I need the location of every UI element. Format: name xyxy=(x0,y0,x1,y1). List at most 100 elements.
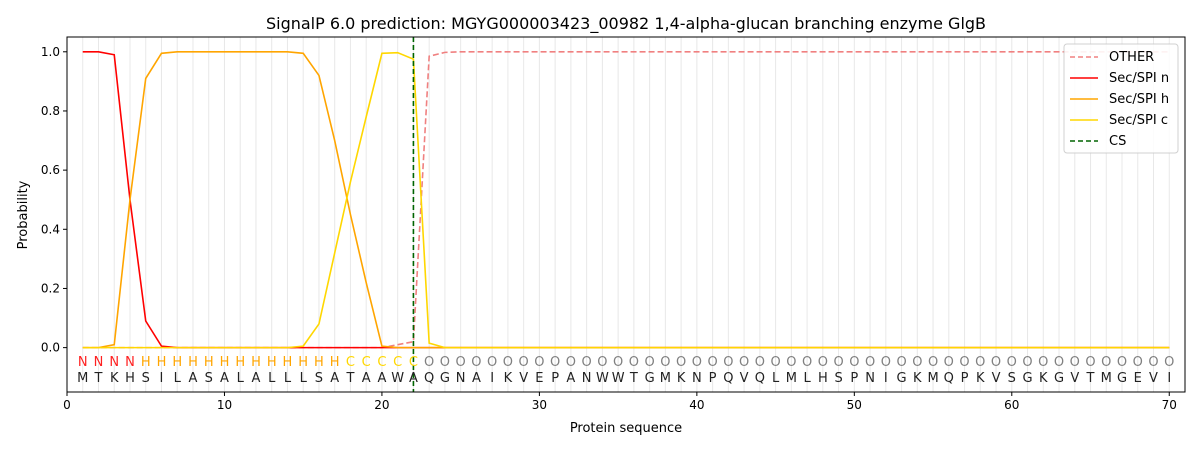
region-label: O xyxy=(1101,355,1111,370)
region-label: O xyxy=(519,355,529,370)
region-label: N xyxy=(109,355,119,370)
residue-label: G xyxy=(897,371,907,386)
region-label: O xyxy=(786,355,796,370)
residue-label: V xyxy=(1149,371,1158,386)
region-label: O xyxy=(723,355,733,370)
region-label: C xyxy=(409,355,418,370)
y-tick-label: 0.2 xyxy=(41,281,60,295)
series-line-other xyxy=(82,50,1170,349)
residue-label: S xyxy=(142,371,150,386)
residue-label: M xyxy=(927,371,938,386)
region-label: O xyxy=(582,355,592,370)
residue-label: S xyxy=(315,371,323,386)
region-label: O xyxy=(1117,355,1127,370)
region-label: O xyxy=(1022,355,1032,370)
residue-label: G xyxy=(1054,371,1064,386)
x-tick-label: 10 xyxy=(217,398,232,412)
residue-label: K xyxy=(976,371,985,386)
residue-label: K xyxy=(677,371,686,386)
series-line-sec-spi-h xyxy=(82,50,1170,349)
x-tick-label: 0 xyxy=(63,398,71,412)
legend-label: Sec/SPI c xyxy=(1109,113,1168,128)
plot-frame xyxy=(66,36,1186,393)
residue-label: A xyxy=(566,371,575,386)
region-label: O xyxy=(818,355,828,370)
residue-label: T xyxy=(345,371,354,386)
residue-label: A xyxy=(377,371,386,386)
residue-label: L xyxy=(803,371,811,386)
x-tick-label: 40 xyxy=(689,398,704,412)
region-label: O xyxy=(1070,355,1080,370)
residue-label: H xyxy=(125,371,135,386)
residue-label: L xyxy=(268,371,276,386)
x-tick-label: 70 xyxy=(1162,398,1177,412)
residue-label: V xyxy=(519,371,528,386)
residue-label: L xyxy=(237,371,245,386)
region-label: O xyxy=(613,355,623,370)
residue-label: S xyxy=(1008,371,1016,386)
residue-label: G xyxy=(440,371,450,386)
y-tick-label: 0.6 xyxy=(41,163,60,177)
residue-label: N xyxy=(865,371,875,386)
region-label: O xyxy=(975,355,985,370)
residue-label: V xyxy=(1070,371,1079,386)
legend-label: CS xyxy=(1109,134,1126,149)
residue-label: Q xyxy=(944,371,954,386)
region-label: O xyxy=(959,355,969,370)
region-label: O xyxy=(424,355,434,370)
region-label: O xyxy=(991,355,1001,370)
region-label: H xyxy=(172,355,182,370)
region-label: O xyxy=(928,355,938,370)
region-label: O xyxy=(755,355,765,370)
residue-label: V xyxy=(740,371,749,386)
region-label: H xyxy=(330,355,340,370)
region-label: O xyxy=(865,355,875,370)
y-axis-label: Probability xyxy=(16,180,31,249)
series-line-sec-spi-c xyxy=(82,51,1170,349)
region-label: O xyxy=(487,355,497,370)
region-label: O xyxy=(629,355,639,370)
region-label: O xyxy=(802,355,812,370)
region-label: O xyxy=(849,355,859,370)
residue-label: K xyxy=(913,371,922,386)
x-tick-label: 60 xyxy=(1004,398,1019,412)
region-label: O xyxy=(566,355,576,370)
region-label: H xyxy=(298,355,308,370)
region-label: O xyxy=(707,355,717,370)
y-tick-label: 1.0 xyxy=(41,45,60,59)
residue-label: K xyxy=(504,371,513,386)
region-label: O xyxy=(833,355,843,370)
region-label: C xyxy=(377,355,386,370)
residue-label: Q xyxy=(723,371,733,386)
region-label: O xyxy=(456,355,466,370)
region-label: C xyxy=(362,355,371,370)
series-line-sec-spi-n xyxy=(82,50,1170,349)
residue-label: S xyxy=(205,371,213,386)
residue-label: L xyxy=(284,371,292,386)
region-label: O xyxy=(770,355,780,370)
region-label: O xyxy=(896,355,906,370)
residue-label: G xyxy=(1117,371,1127,386)
region-label: N xyxy=(78,355,88,370)
residue-label: A xyxy=(362,371,371,386)
region-label: O xyxy=(1038,355,1048,370)
legend-label: Sec/SPI n xyxy=(1109,71,1169,86)
region-label: O xyxy=(660,355,670,370)
region-label: O xyxy=(645,355,655,370)
residue-label: I xyxy=(490,371,494,386)
region-label: H xyxy=(283,355,293,370)
x-tick-label: 20 xyxy=(374,398,389,412)
residue-label: M xyxy=(660,371,671,386)
residue-label: W xyxy=(596,371,609,386)
y-tick-label: 0.0 xyxy=(41,341,60,355)
residue-label: L xyxy=(300,371,308,386)
y-tick-label: 0.4 xyxy=(41,222,60,236)
residue-label: A xyxy=(252,371,261,386)
residue-label: W xyxy=(391,371,404,386)
residue-label: W xyxy=(612,371,625,386)
region-label: O xyxy=(881,355,891,370)
region-label: O xyxy=(597,355,607,370)
residue-label: T xyxy=(629,371,638,386)
